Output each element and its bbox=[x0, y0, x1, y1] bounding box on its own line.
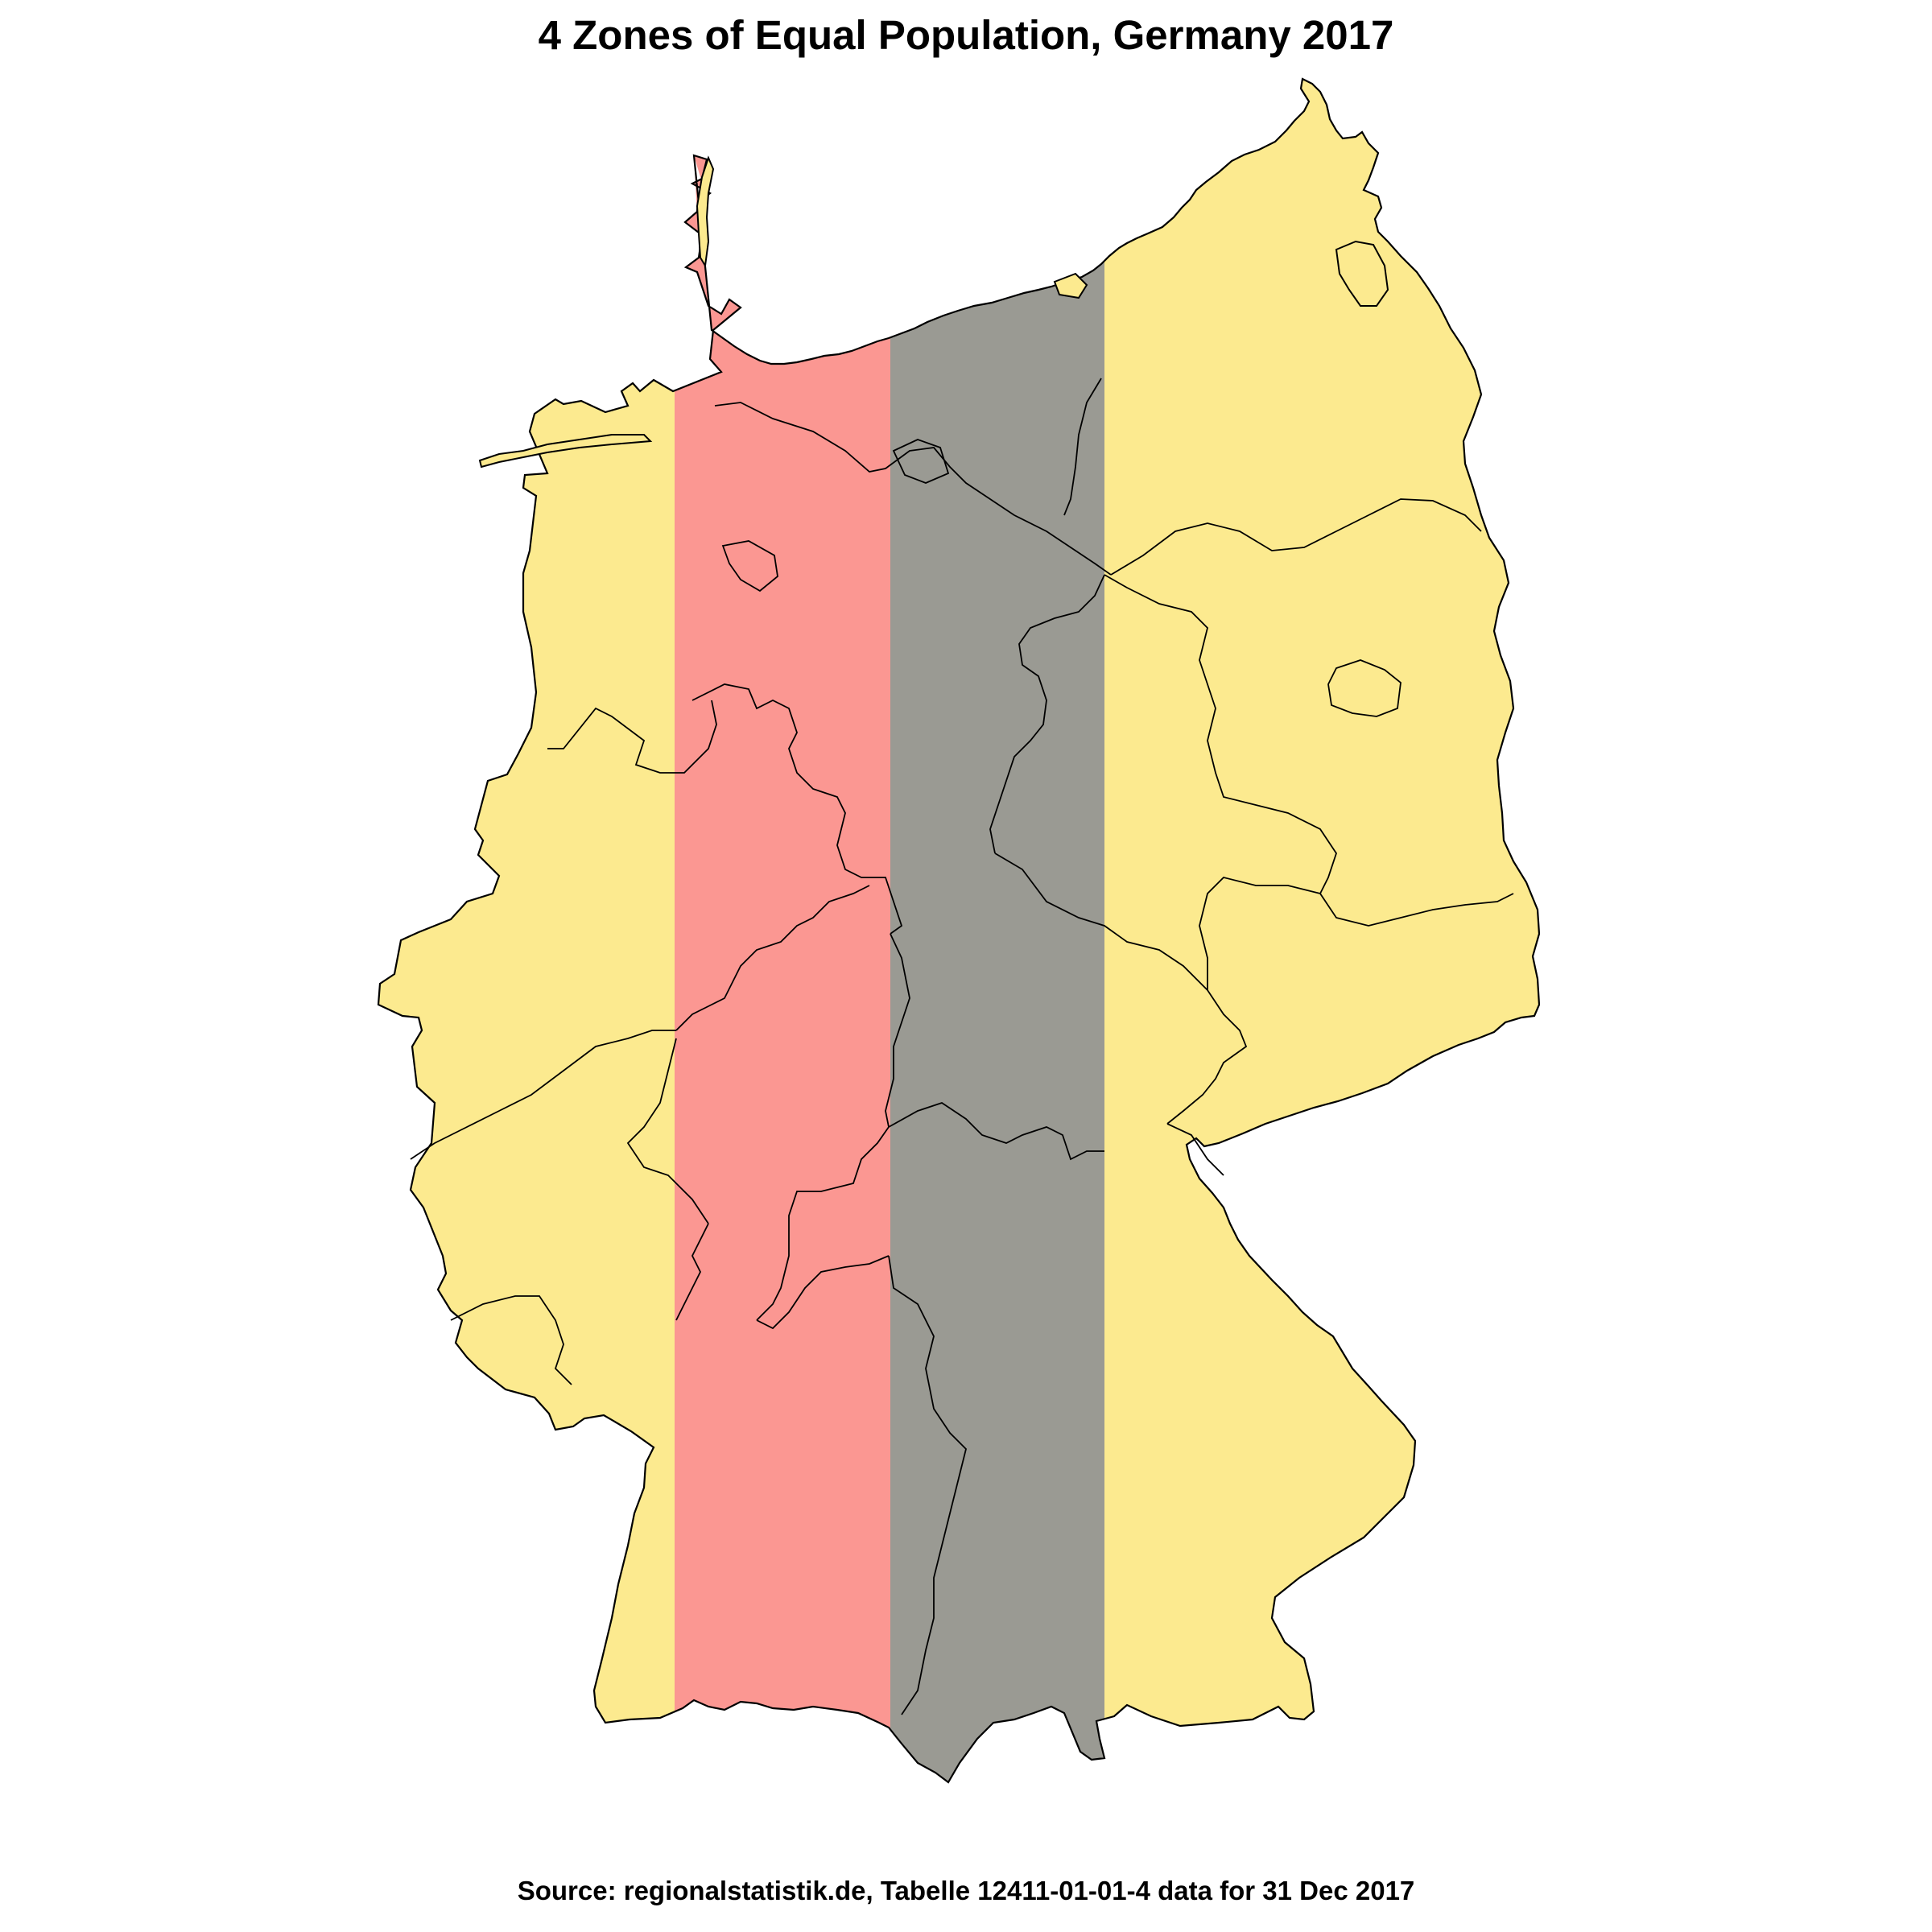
state-border-ni-he bbox=[691, 683, 903, 935]
state-border-st-bb bbox=[1104, 574, 1337, 894]
island-ruegen bbox=[1335, 240, 1389, 307]
state-border-sh-ni bbox=[714, 402, 1112, 576]
state-border-sn-by bbox=[1166, 1123, 1224, 1176]
state-border-he-th bbox=[885, 933, 910, 1128]
state-border-bw-by bbox=[888, 1255, 967, 1715]
island-fehmarn bbox=[1053, 272, 1088, 299]
state-border-he-by bbox=[756, 1126, 890, 1321]
map-title: 4 Zones of Equal Population, Germany 201… bbox=[538, 12, 1394, 58]
state-border-rp-bw bbox=[675, 1223, 709, 1321]
state-border-rp-sl bbox=[450, 1295, 572, 1385]
state-border-berlin bbox=[1327, 659, 1402, 717]
state-borders bbox=[410, 378, 1514, 1715]
zone-3-band bbox=[890, 79, 1104, 1782]
state-border-sh-mv bbox=[1063, 378, 1102, 516]
state-border-th-sn bbox=[1166, 989, 1248, 1125]
state-border-nrw-he bbox=[675, 885, 870, 1031]
germany-border bbox=[377, 77, 1541, 1784]
state-border-st-th bbox=[994, 852, 1208, 991]
zone-1-band bbox=[378, 79, 675, 1782]
state-border-st-sn bbox=[1199, 877, 1321, 990]
state-border-bremen bbox=[721, 540, 778, 592]
state-border-rp-he bbox=[626, 1038, 709, 1224]
island-east-frisian bbox=[478, 434, 653, 469]
map-source-caption: Source: regionalstatistik.de, Tabelle 12… bbox=[517, 1876, 1415, 1905]
island-sylt bbox=[696, 155, 715, 268]
state-border-bb-sn bbox=[1319, 893, 1514, 927]
zone-4-band bbox=[1104, 79, 1539, 1782]
state-border-he-bw bbox=[756, 1255, 890, 1330]
state-border-ni-st bbox=[989, 574, 1105, 854]
state-border-th-by bbox=[888, 1102, 1104, 1161]
islands bbox=[478, 155, 1389, 469]
state-border-hamburg bbox=[892, 439, 950, 484]
state-border-nrw-rp bbox=[410, 1030, 676, 1160]
state-border-nrw-ni bbox=[547, 700, 717, 774]
state-border-mv-bb bbox=[1110, 498, 1482, 576]
